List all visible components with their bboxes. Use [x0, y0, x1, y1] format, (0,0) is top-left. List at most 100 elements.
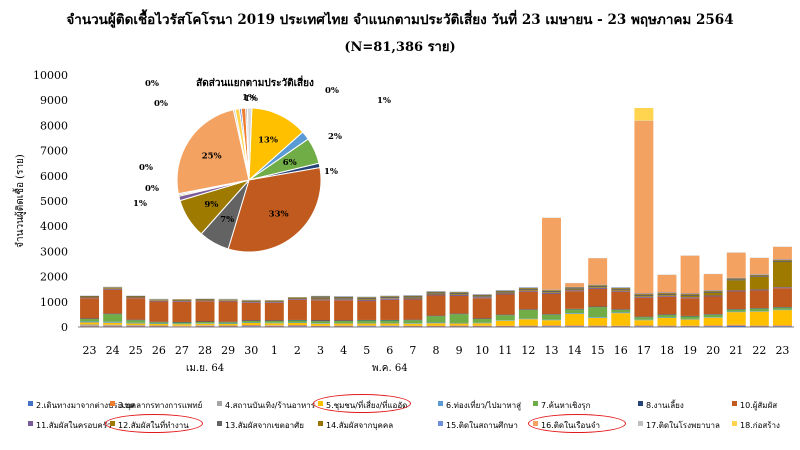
bar-segment	[103, 287, 123, 289]
bar-segment	[542, 314, 561, 320]
bar-segment	[449, 313, 469, 315]
bar-segment	[264, 301, 284, 302]
bar-segment	[172, 300, 192, 301]
bar-segment	[680, 296, 700, 298]
legend-highlight-circle	[313, 394, 411, 413]
y-tick-label: 6000	[40, 170, 68, 183]
bar-segment	[103, 288, 123, 289]
bar-segment	[195, 300, 215, 301]
bar-segment	[403, 296, 423, 298]
bar-segment	[542, 320, 561, 326]
bar-segment	[749, 290, 769, 309]
bar-segment	[611, 326, 631, 327]
bar-segment	[472, 325, 492, 327]
bar-segment	[126, 325, 146, 327]
bar-segment	[634, 319, 654, 321]
bar-segment	[403, 323, 423, 326]
bar-segment	[195, 323, 215, 326]
bar-segment	[588, 326, 608, 327]
bar-segment	[426, 323, 446, 326]
bar-segment	[80, 296, 100, 297]
bar-segment	[588, 284, 608, 286]
bar-segment	[749, 274, 769, 275]
bar-segment	[634, 293, 654, 295]
bar-segment	[126, 320, 146, 323]
legend-label: 4.สถานบันเทิง/ร้านอาหาร	[225, 401, 316, 410]
bar-segment	[241, 301, 261, 303]
pie-label: 7%	[220, 215, 234, 225]
bar-segment	[195, 299, 215, 301]
bar-segment	[126, 323, 146, 325]
bar-segment	[588, 288, 608, 307]
bar-segment	[264, 323, 284, 326]
x-tick-labels: 23 24 25 26 27 28 29 30 1 2 3 4 5 6 7 8 9 10 11 12 13 14 15 16 1…	[83, 344, 790, 374]
bar-segment	[426, 291, 446, 292]
bar-segment	[726, 325, 746, 327]
pie-slice	[248, 107, 304, 182]
legend-swatch	[28, 401, 33, 406]
legend-swatch	[638, 421, 643, 426]
chart-axes: 0 1000 2000 3000 4000 5000 6000 7000 8000 9000 100…	[12, 69, 794, 334]
y-tick-label: 4000	[40, 220, 68, 233]
bar-segment	[495, 314, 515, 316]
pie-slice	[227, 167, 322, 253]
bar-segment	[703, 314, 723, 315]
bar-segment	[264, 301, 284, 303]
x-tick-label: 23	[83, 344, 97, 357]
bar-segment	[426, 326, 446, 327]
bar-segment	[80, 325, 100, 327]
bar-segment	[334, 300, 354, 321]
x-tick-label: 8	[433, 344, 440, 357]
bar-segment	[241, 325, 261, 327]
bar-segment	[103, 287, 123, 288]
bar-segment	[518, 326, 538, 327]
bar-segment	[80, 297, 100, 298]
x-tick-label: 20	[706, 344, 720, 357]
bar-segment	[634, 296, 654, 298]
legend-swatch	[438, 401, 443, 406]
bar-segment	[149, 299, 169, 300]
bar-segment	[588, 287, 608, 288]
bar-segment	[264, 320, 284, 323]
bar-segment	[426, 291, 446, 293]
bar-segment	[380, 295, 400, 297]
bar-segment	[680, 298, 700, 316]
y-tick-label: 7000	[40, 145, 68, 158]
bar-segment	[80, 318, 100, 319]
bar-segment	[403, 323, 423, 324]
bar-segment	[472, 298, 492, 319]
bar-segment	[195, 299, 215, 300]
bar-segment	[218, 323, 238, 326]
bar-segment	[218, 300, 238, 301]
bar-segment	[772, 259, 792, 261]
bar-segment	[726, 252, 746, 278]
bar-segment	[80, 297, 100, 299]
bar-segment	[680, 293, 700, 295]
bar-segment	[334, 296, 354, 297]
bar-segment	[311, 325, 330, 327]
bar-segment	[634, 294, 654, 297]
bar-segment	[726, 277, 746, 279]
bar-segment	[749, 311, 769, 312]
bar-segment	[287, 298, 307, 300]
bar-segment	[241, 300, 261, 301]
bar-segment	[726, 280, 746, 291]
bar-segment	[264, 302, 284, 303]
bar-segment	[518, 319, 538, 326]
bar-segment	[611, 312, 631, 314]
bar-segment	[472, 294, 492, 295]
pie-label: 6%	[283, 158, 297, 168]
bar-segment	[542, 290, 561, 291]
bar-segment	[172, 325, 192, 327]
bar-segment	[149, 322, 169, 324]
bar-segment	[80, 322, 100, 325]
bar-segment	[426, 322, 446, 324]
bar-segment	[311, 321, 330, 324]
bar-segment	[172, 326, 192, 327]
bar-segment	[449, 322, 469, 324]
bar-segment	[565, 291, 585, 309]
bar-segment	[611, 291, 631, 310]
bar-segment	[195, 301, 215, 322]
pie-label: 0%	[325, 86, 339, 96]
bar-segment	[565, 326, 585, 327]
